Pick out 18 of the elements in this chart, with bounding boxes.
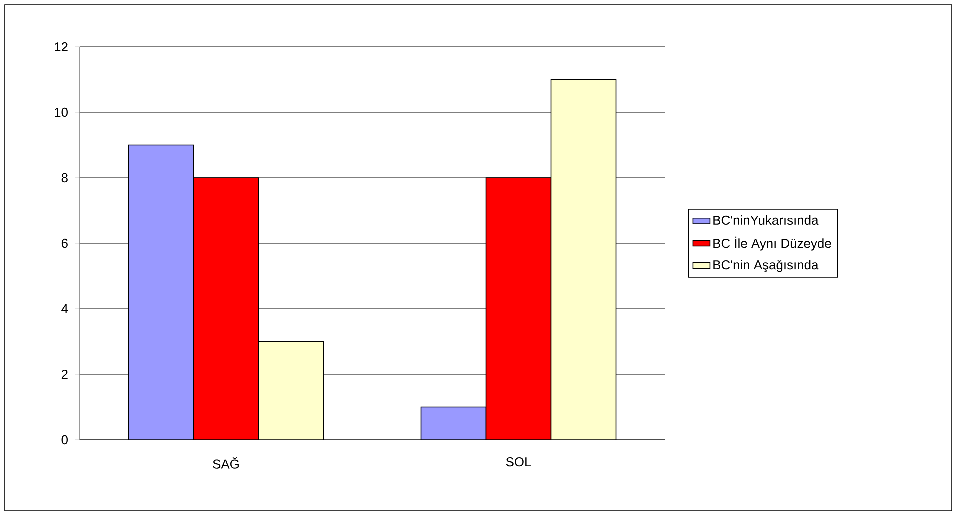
bar xyxy=(486,178,552,440)
bar xyxy=(128,144,194,440)
legend-label: BC İle Aynı Düzeyde xyxy=(714,236,832,251)
y-tick-label: 0 xyxy=(62,435,68,445)
bar xyxy=(420,406,487,440)
y-tick-label: 12 xyxy=(55,42,68,52)
legend-label: BC'nin Aşağısında xyxy=(714,260,819,272)
bar xyxy=(258,341,324,440)
y-tick-label: 2 xyxy=(62,370,68,380)
x-tick-label: SAĞ xyxy=(213,458,239,469)
y-tick-label: 6 xyxy=(62,238,68,248)
y-tick-label: 4 xyxy=(62,304,68,314)
legend-label: BC'ninYukarısında xyxy=(714,216,819,226)
x-tick-label: SOL xyxy=(506,458,532,467)
bar xyxy=(550,79,617,440)
y-tick-label: 10 xyxy=(55,108,68,118)
bar xyxy=(193,178,260,440)
y-tick-label: 8 xyxy=(62,173,68,183)
